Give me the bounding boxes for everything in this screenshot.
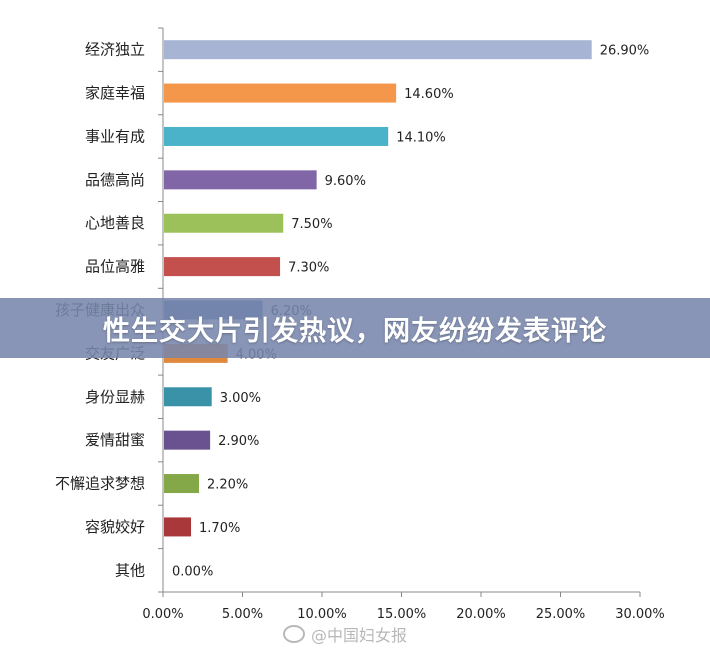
category-label: 不懈追求梦想 [55, 475, 145, 493]
headline-banner: 性生交大片引发热议，网友纷纷发表评论 [0, 298, 710, 358]
bar [164, 387, 212, 407]
data-label: 2.20% [207, 478, 248, 493]
data-label: 26.90% [600, 44, 650, 59]
category-label: 心地善良 [85, 214, 145, 232]
data-label: 1.70% [199, 521, 240, 536]
category-label: 经济独立 [85, 41, 145, 59]
watermark-text: @中国妇女报 [311, 626, 408, 645]
data-label: 2.90% [218, 434, 259, 449]
category-label: 事业有成 [85, 127, 145, 145]
bar [164, 430, 211, 450]
x-tick-label: 5.00% [222, 607, 263, 622]
data-label: 9.60% [325, 174, 366, 189]
x-tick-label: 15.00% [377, 607, 427, 622]
category-label: 爱情甜蜜 [85, 431, 145, 449]
x-tick-label: 30.00% [615, 607, 665, 622]
x-tick-label: 0.00% [142, 607, 183, 622]
data-label: 14.10% [396, 130, 446, 145]
category-label: 其他 [115, 561, 145, 579]
bar [164, 474, 199, 494]
bar [164, 517, 192, 537]
data-label: 14.60% [404, 87, 454, 102]
data-label: 0.00% [172, 564, 213, 579]
data-label: 7.30% [288, 261, 329, 276]
weibo-icon [283, 625, 305, 643]
watermark: @中国妇女报 [283, 622, 407, 646]
bar [164, 257, 281, 277]
data-label: 7.50% [291, 217, 332, 232]
bar [164, 83, 397, 103]
x-tick-label: 10.00% [297, 607, 347, 622]
category-label: 家庭幸福 [85, 84, 145, 102]
x-tick-label: 25.00% [536, 607, 586, 622]
data-label: 3.00% [220, 391, 261, 406]
bar [164, 40, 592, 60]
category-label: 容貌姣好 [85, 518, 145, 536]
category-label: 品位高雅 [85, 258, 145, 276]
labels: 0.00% 5.00% 10.00% 15.00% 20.00% 25.00% 30.00%… [55, 41, 665, 622]
bar [164, 126, 389, 146]
bar [164, 213, 284, 233]
category-label: 品德高尚 [85, 171, 145, 189]
category-label: 身份显赫 [85, 388, 145, 406]
bar [164, 170, 317, 190]
bars [164, 40, 592, 537]
x-tick-label: 20.00% [456, 607, 506, 622]
headline-text: 性生交大片引发热议，网友纷纷发表评论 [103, 315, 607, 347]
